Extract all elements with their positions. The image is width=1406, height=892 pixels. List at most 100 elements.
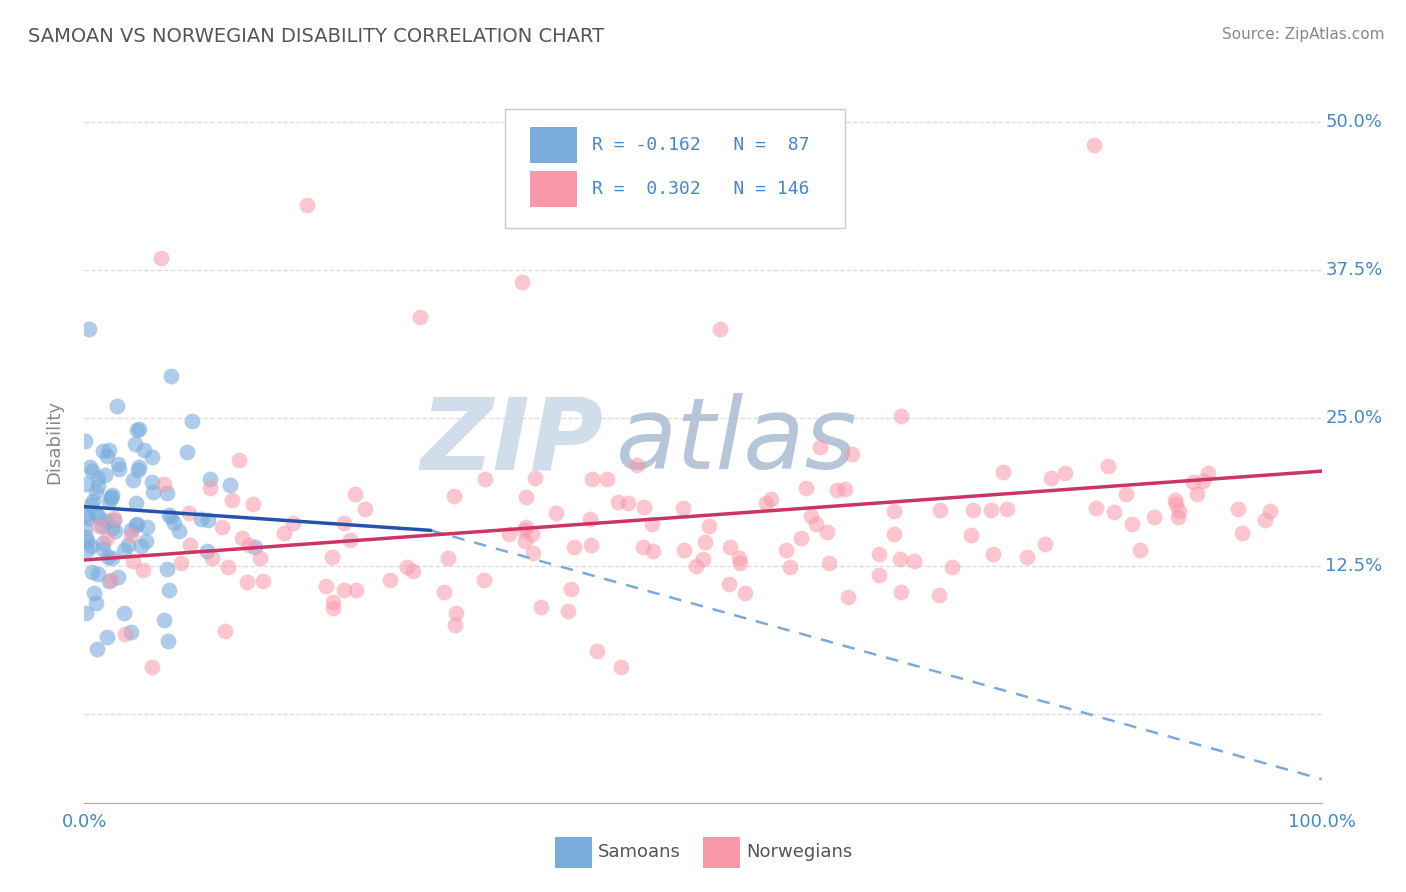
Point [79,539,101,553]
Point [87,471,110,485]
Point [402,564,425,578]
Point [201,550,224,565]
Point [98,574,121,588]
Point [176,445,198,459]
Point [82,464,104,478]
Point [498,526,520,541]
Point [219,478,242,492]
Point [91,443,114,458]
Point [579,512,602,526]
Point [231,531,253,545]
Point [152,477,174,491]
Bar [530,170,576,207]
Point [98,443,121,458]
Point [718,540,741,554]
Point [433,585,456,599]
Point [794,481,817,495]
Point [104,524,127,538]
Point [1115,487,1137,501]
Point [217,560,239,574]
Point [980,503,1002,517]
Point [125,518,148,533]
Point [396,560,419,574]
Point [818,556,841,570]
Point [730,557,752,571]
Point [1121,517,1143,532]
Point [1164,497,1187,511]
Point [87,519,110,533]
Point [197,513,219,527]
Point [157,582,180,597]
Point [890,409,912,423]
Point [157,634,180,648]
Text: 25.0%: 25.0% [1326,409,1382,427]
Point [91,518,114,533]
Point [1227,501,1250,516]
Point [692,551,714,566]
Point [127,517,149,532]
Point [472,573,495,587]
Point [80,498,103,512]
Point [180,413,202,427]
Point [124,437,146,451]
Point [693,534,716,549]
Point [409,310,432,325]
Point [1232,525,1254,540]
Point [156,562,179,576]
Point [332,583,354,598]
Point [868,547,890,561]
Point [322,595,344,609]
Point [339,533,361,548]
Point [991,465,1014,479]
Point [1040,471,1063,485]
Point [883,527,905,541]
Point [160,510,183,524]
Point [344,583,367,598]
Text: ZIP: ZIP [420,393,605,490]
Point [84,484,107,499]
Point [344,487,367,501]
Point [1035,537,1057,551]
Point [997,501,1019,516]
Point [1181,475,1204,489]
Point [108,461,131,475]
Point [82,494,104,508]
Point [734,586,756,600]
Text: Norwegians: Norwegians [747,843,852,861]
Point [117,538,139,552]
Point [160,369,183,384]
Point [800,509,823,524]
Text: 50.0%: 50.0% [1326,112,1382,131]
Point [633,500,655,515]
Point [520,527,543,541]
Point [443,618,465,632]
Point [134,442,156,457]
Point [1168,504,1191,518]
Point [928,588,950,602]
Point [91,541,114,556]
Point [815,525,838,540]
Point [136,520,159,534]
Point [149,251,172,265]
Point [77,322,100,336]
Point [1054,466,1077,480]
Point [83,586,105,600]
Point [759,492,782,507]
Point [135,534,157,549]
Point [626,458,648,472]
Point [596,472,619,486]
Point [101,551,124,566]
Point [84,596,107,610]
Point [515,519,537,533]
Point [100,491,122,506]
Point [214,624,236,639]
Point [1167,509,1189,524]
Text: SAMOAN VS NORWEGIAN DISABILITY CORRELATION CHART: SAMOAN VS NORWEGIAN DISABILITY CORRELATI… [28,27,605,45]
Point [579,538,602,552]
Point [80,565,103,579]
Point [562,540,585,554]
Text: atlas: atlas [616,393,858,490]
FancyBboxPatch shape [505,109,845,228]
Point [530,599,553,614]
Point [100,573,122,587]
